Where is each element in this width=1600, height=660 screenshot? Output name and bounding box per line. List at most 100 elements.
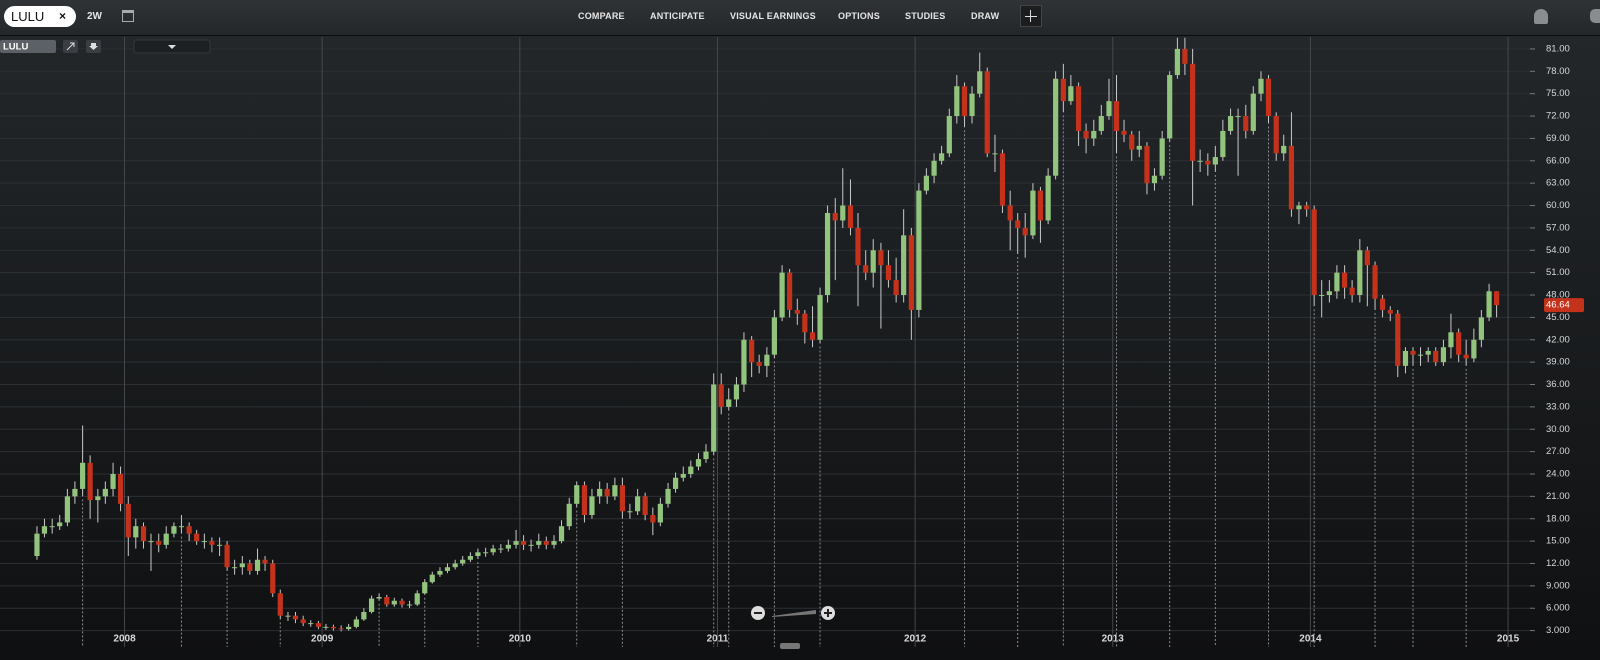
candle-body bbox=[308, 623, 314, 625]
interval-select[interactable]: 2W bbox=[87, 11, 102, 22]
candle-body bbox=[1159, 138, 1165, 176]
candle-body bbox=[528, 544, 534, 546]
candle-body bbox=[817, 295, 823, 340]
y-tick-label: 27.00 bbox=[1546, 446, 1570, 457]
crosshair-icon bbox=[1025, 16, 1037, 17]
candle-body bbox=[1243, 116, 1249, 131]
candle-body bbox=[893, 280, 899, 296]
menu-item[interactable]: OPTIONS bbox=[838, 11, 880, 21]
candle-body bbox=[908, 235, 914, 310]
candle-body bbox=[64, 496, 70, 523]
candle-body bbox=[1258, 78, 1264, 94]
y-tick-label: 57.00 bbox=[1546, 222, 1570, 233]
candle-body bbox=[1030, 190, 1036, 236]
candle-body bbox=[1197, 160, 1203, 162]
candle-body bbox=[1349, 287, 1355, 296]
candle-body bbox=[1083, 130, 1089, 139]
candle-body bbox=[186, 526, 192, 534]
zoom-in-icon bbox=[824, 609, 832, 617]
candle-body bbox=[938, 153, 945, 161]
candle-body bbox=[1433, 350, 1439, 363]
zoom-slider[interactable] bbox=[772, 610, 816, 617]
candle-body bbox=[247, 563, 253, 571]
menu-item[interactable]: COMPARE bbox=[578, 11, 625, 21]
candle-body bbox=[323, 626, 329, 628]
candle-body bbox=[467, 556, 474, 560]
candle-body bbox=[34, 533, 40, 557]
candle-body bbox=[1098, 116, 1104, 131]
candle-body bbox=[1167, 75, 1173, 139]
candle-body bbox=[201, 541, 207, 543]
user-icon[interactable] bbox=[1534, 9, 1548, 24]
y-tick-label: 54.00 bbox=[1546, 245, 1570, 256]
y-tick-label: 33.00 bbox=[1546, 401, 1570, 412]
candle-body bbox=[543, 541, 549, 545]
y-tick-label: 3.000 bbox=[1546, 625, 1570, 636]
y-tick-label: 36.00 bbox=[1546, 379, 1570, 390]
candle-body bbox=[80, 462, 86, 489]
candle-body bbox=[376, 597, 382, 599]
candle-body bbox=[1250, 93, 1256, 131]
candle-body bbox=[1136, 145, 1142, 150]
candle-body bbox=[1007, 205, 1013, 221]
candle-body bbox=[1395, 313, 1401, 366]
menu-item[interactable]: DRAW bbox=[971, 11, 1000, 21]
candle-body bbox=[483, 552, 489, 554]
menu-item[interactable]: ANTICIPATE bbox=[650, 11, 705, 21]
candle-body bbox=[1372, 265, 1378, 299]
candle-body bbox=[642, 496, 648, 516]
candle-body bbox=[338, 628, 344, 630]
candle-body bbox=[1379, 298, 1386, 310]
zoom-out-icon bbox=[754, 612, 762, 614]
y-tick-label: 15.00 bbox=[1546, 536, 1570, 547]
candle-body bbox=[832, 212, 838, 221]
y-tick-label: 63.00 bbox=[1546, 178, 1570, 189]
candle-body bbox=[581, 485, 588, 516]
candle-body bbox=[1357, 250, 1363, 296]
candle-body bbox=[353, 619, 359, 627]
candle-body bbox=[315, 623, 322, 627]
menu-item[interactable]: VISUAL EARNINGS bbox=[730, 11, 816, 21]
candle-body bbox=[1342, 272, 1348, 288]
candle-body bbox=[460, 559, 466, 564]
symbol-tag[interactable] bbox=[0, 40, 56, 53]
candle-body bbox=[178, 526, 185, 528]
menu-item[interactable]: STUDIES bbox=[905, 11, 946, 21]
candle-body bbox=[1174, 48, 1180, 76]
search-box[interactable] bbox=[4, 6, 76, 27]
candle-body bbox=[680, 473, 686, 478]
candle-body bbox=[1113, 101, 1120, 131]
candle-body bbox=[1212, 157, 1218, 165]
x-tick-label: 2015 bbox=[1497, 634, 1520, 645]
candle-body bbox=[285, 615, 291, 617]
candle-body bbox=[102, 488, 108, 497]
candle-body bbox=[1273, 116, 1279, 154]
candle-body bbox=[1129, 134, 1135, 150]
y-tick-label: 9.000 bbox=[1546, 580, 1570, 591]
candle-body bbox=[695, 459, 702, 467]
candle-body bbox=[635, 496, 641, 512]
calendar-icon[interactable] bbox=[122, 10, 134, 22]
settings-icon[interactable] bbox=[1590, 9, 1600, 23]
candle-body bbox=[239, 563, 245, 568]
candle-body bbox=[422, 582, 428, 594]
candle-body bbox=[1106, 101, 1112, 117]
scroll-handle[interactable] bbox=[780, 643, 800, 649]
search-symbol: LULU bbox=[11, 9, 45, 24]
candle-body bbox=[1068, 86, 1074, 102]
candle-body bbox=[627, 511, 633, 513]
candle-body bbox=[346, 626, 352, 630]
candle-body bbox=[330, 626, 337, 629]
clear-button[interactable]: × bbox=[59, 9, 67, 23]
candle-body bbox=[741, 339, 747, 385]
candle-body bbox=[688, 466, 694, 474]
candle-body bbox=[1440, 347, 1447, 363]
candle-body bbox=[361, 611, 367, 620]
y-tick-label: 30.00 bbox=[1546, 424, 1570, 435]
y-tick-label: 6.000 bbox=[1546, 603, 1570, 614]
candle-body bbox=[961, 86, 968, 117]
candle-body bbox=[840, 205, 846, 221]
candle-body bbox=[619, 485, 625, 512]
candle-body bbox=[49, 526, 55, 528]
candle-body bbox=[1493, 291, 1500, 306]
